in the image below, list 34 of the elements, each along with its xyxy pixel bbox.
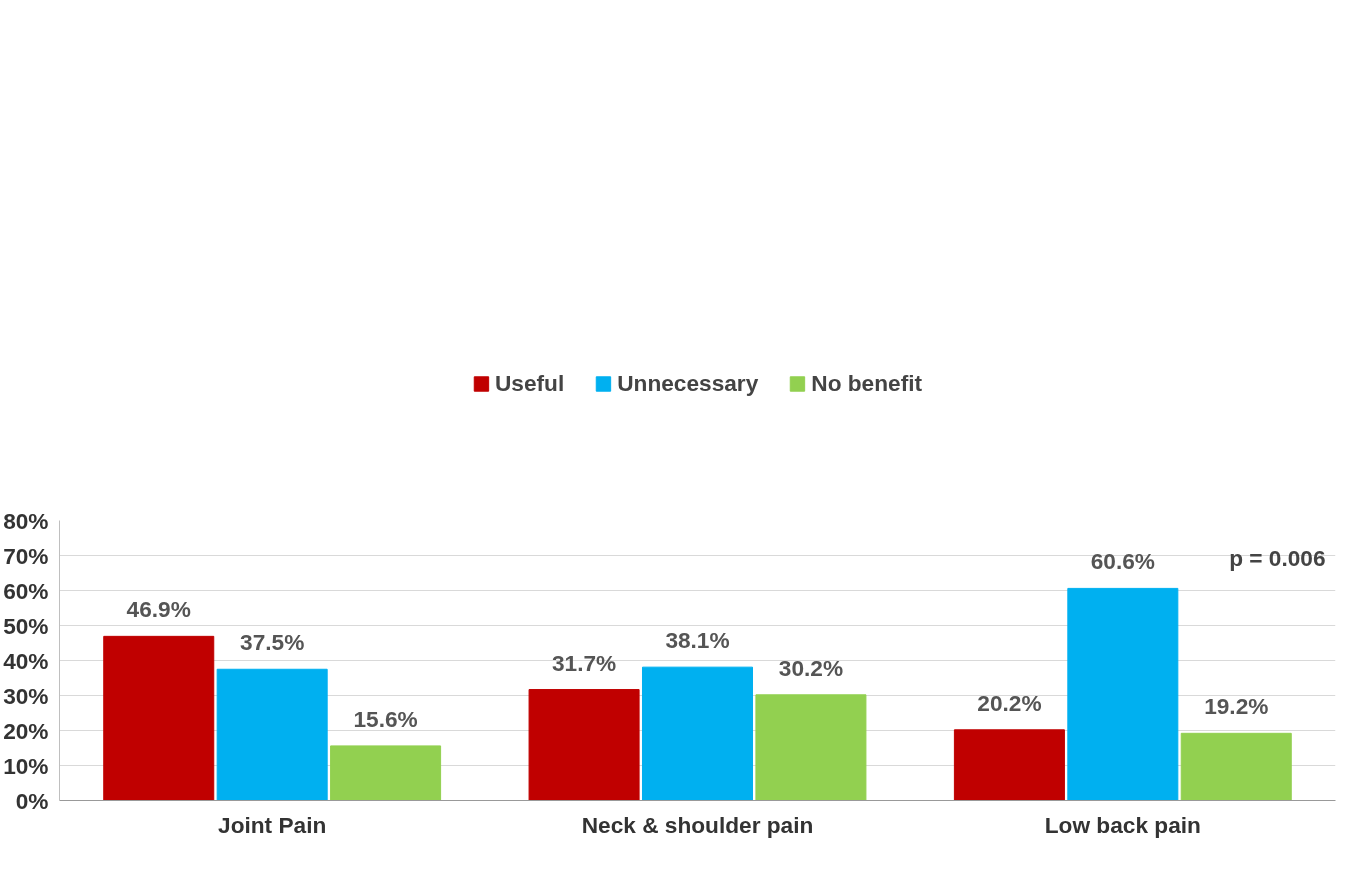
- y-tick-label: 60%: [3, 577, 49, 604]
- data-label: 19.2%: [1204, 693, 1269, 720]
- data-label: 37.5%: [240, 629, 305, 656]
- bar: [953, 729, 1065, 801]
- x-tick-label: Neck & shoulder pain: [581, 811, 814, 838]
- y-tick-label: 70%: [3, 542, 49, 569]
- x-tick-label: Low back pain: [1044, 811, 1201, 838]
- legend-label: Unnecessary: [617, 369, 759, 397]
- x-tick-label: Joint Pain: [218, 811, 327, 838]
- data-label: 46.9%: [126, 596, 191, 623]
- bar: [1067, 587, 1179, 801]
- y-tick-label: 0%: [15, 787, 49, 814]
- bar: [528, 689, 640, 801]
- data-label: 15.6%: [353, 705, 418, 732]
- bar: [103, 635, 215, 801]
- y-tick-label: 10%: [3, 752, 49, 779]
- annotation: p = 0.006: [1229, 544, 1326, 571]
- legend-label: Useful: [494, 369, 565, 397]
- bar: [330, 745, 442, 801]
- legend-label: No benefit: [811, 369, 923, 397]
- bar: [641, 666, 754, 801]
- data-label: 30.2%: [778, 654, 844, 681]
- y-tick-label: 40%: [3, 647, 49, 674]
- bar: [755, 694, 867, 801]
- y-tick-label: 50%: [3, 612, 49, 639]
- bar: [216, 668, 328, 801]
- bar: [1180, 732, 1292, 801]
- y-tick-label: 80%: [3, 507, 49, 534]
- data-label: 60.6%: [1090, 548, 1155, 575]
- data-label: 20.2%: [977, 689, 1042, 716]
- data-label: 38.1%: [665, 627, 730, 654]
- y-tick-label: 30%: [3, 682, 49, 709]
- y-tick-label: 20%: [3, 717, 49, 744]
- data-label: 31.7%: [551, 649, 617, 676]
